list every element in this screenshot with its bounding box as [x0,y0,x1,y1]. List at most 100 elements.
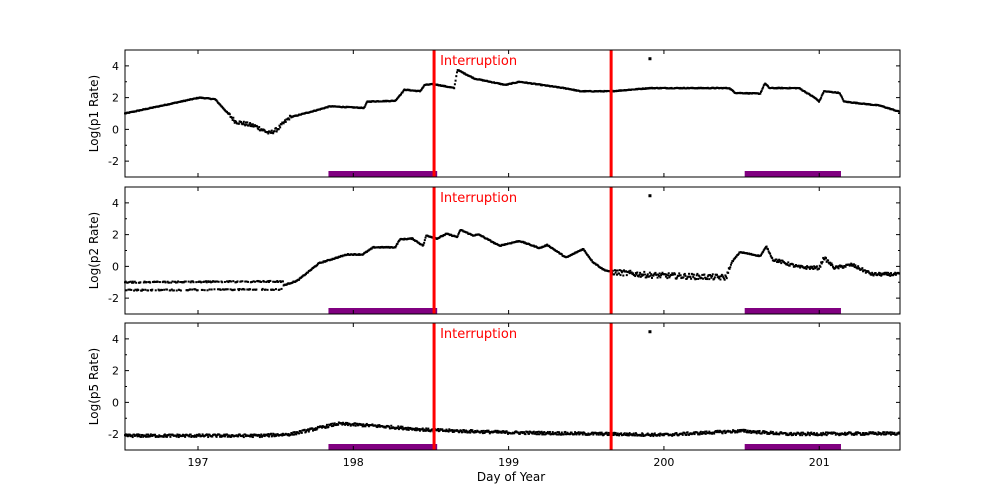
data-point [813,265,816,268]
data-point [765,431,768,434]
data-point [648,275,651,278]
data-point [885,273,888,276]
data-point [823,258,826,261]
data-point [792,263,795,266]
data-point [614,271,617,274]
data-point [798,265,801,268]
data-point [266,131,269,134]
data-point [878,274,881,277]
data-point [640,434,643,437]
data-point [346,424,349,427]
data-point [778,432,781,435]
data-point [389,427,392,430]
data-point [722,277,725,280]
data-point [732,260,735,263]
data-point [388,425,391,428]
data-point [168,281,171,284]
data-point [172,289,175,292]
data-point [455,71,458,74]
data-point [829,264,832,267]
data-point [400,425,403,428]
data-point [158,434,161,437]
data-point [627,270,630,273]
data-point [599,431,602,434]
data-point [145,433,148,436]
data-point [800,431,803,434]
data-point [200,281,203,284]
data-point [215,435,218,438]
data-point [806,433,809,436]
data-point [844,265,847,268]
data-point [422,429,425,432]
data-point [893,273,896,276]
data-point [625,434,628,437]
data-point [808,266,811,269]
x-tick-label: 201 [809,456,830,469]
data-point [479,431,482,434]
data-point [292,431,295,434]
data-point [629,269,632,272]
data-point [713,277,716,280]
data-point [881,432,884,435]
data-point [650,434,653,437]
data-point [242,436,245,439]
data-point [685,277,688,280]
data-point [540,430,543,433]
data-point [888,432,891,435]
data-point [378,424,381,427]
data-point [686,431,689,434]
data-point [230,116,233,119]
data-point [242,120,245,123]
data-point [131,280,134,283]
data-point [272,132,275,135]
data-point [357,424,360,427]
data-point [788,264,791,267]
data-point [725,275,728,278]
data-point [517,431,520,434]
data-point [794,432,797,435]
shaded-interval-2-2 [744,308,841,314]
data-point [843,433,846,436]
data-point [151,288,154,291]
data-point [742,428,745,431]
data-point [854,264,857,267]
data-point [397,425,400,428]
data-point [444,430,447,433]
data-point [838,264,841,267]
data-point [287,433,290,436]
data-point [425,427,428,430]
data-point [625,270,628,273]
data-point [330,422,333,425]
data-point [704,430,707,433]
x-tick-label: 197 [187,456,208,469]
data-point [667,274,670,277]
data-point [711,275,714,278]
data-point [263,280,266,283]
data-point [233,288,236,291]
y-tick-label: 4 [112,197,119,210]
data-point [281,280,284,283]
data-point [651,434,654,437]
data-point [314,428,317,431]
x-axis-label: Day of Year [477,470,545,484]
data-point [635,433,638,436]
data-point [748,431,751,434]
data-point [287,117,290,120]
data-point [667,433,670,436]
data-point [739,430,742,433]
data-point [249,122,252,125]
data-point [671,272,674,275]
data-point [263,433,266,436]
data-point [820,261,823,264]
data-point [272,280,275,283]
interruption-label: Interruption [440,327,517,342]
data-point [202,280,205,283]
data-point [630,433,633,436]
data-point [257,128,260,131]
data-point [526,430,529,433]
data-point [352,424,355,427]
data-point [692,432,695,435]
data-point [230,435,233,438]
data-point [219,434,222,437]
data-point [830,431,833,434]
